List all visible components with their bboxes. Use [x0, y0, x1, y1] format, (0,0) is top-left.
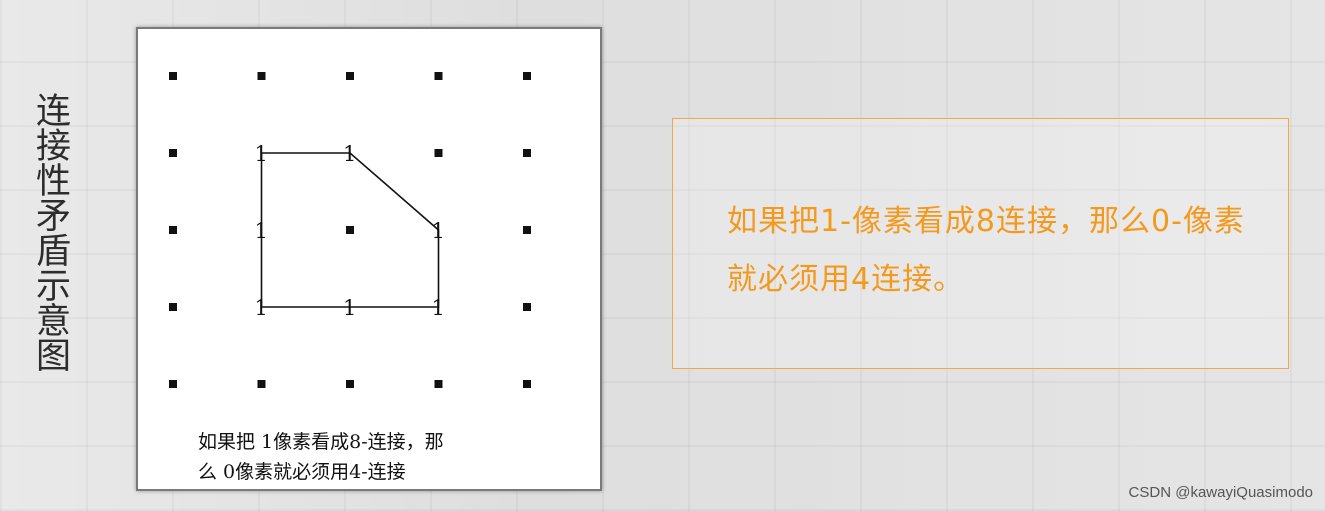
callout-text: 如果把1-像素看成8连接，那么0-像素就必须用4连接。 — [727, 204, 1245, 297]
zero-pixel-dot — [346, 226, 354, 234]
zero-pixel-dot — [257, 72, 266, 80]
watermark: CSDN @kawayiQuasimodo — [1128, 484, 1313, 501]
one-pixel-label: 1 — [343, 296, 356, 320]
diagram-figure: 1 1 1 1 1 1 1 如果把 1像素看成8-连接，那 么 0像素就必须用4-连接 — [136, 27, 602, 491]
zero-pixel-dot — [346, 72, 354, 80]
region-outline — [260, 152, 440, 308]
zero-pixel-dot — [434, 149, 443, 157]
one-pixel-label: 1 — [432, 296, 445, 320]
zero-pixel-dot — [169, 226, 177, 234]
caption-line-2: 么 0像素就必须用4-连接 — [198, 461, 406, 483]
zero-pixel-dot — [434, 380, 443, 388]
zero-pixel-dot — [523, 380, 531, 388]
caption-line-1: 如果把 1像素看成8-连接，那 — [198, 431, 444, 453]
zero-pixel-dot — [523, 72, 531, 80]
zero-pixel-dot — [257, 380, 266, 388]
pixel-grid-diagram: 1 1 1 1 1 1 1 — [169, 72, 531, 388]
one-pixel-label: 1 — [255, 142, 268, 166]
zero-pixel-dot — [523, 303, 531, 311]
callout-box: 如果把1-像素看成8连接，那么0-像素就必须用4连接。 — [672, 118, 1289, 369]
zero-pixel-dot — [434, 72, 443, 80]
zero-pixel-dot — [346, 380, 354, 388]
zero-pixel-dot — [523, 149, 531, 157]
one-pixel-label: 1 — [255, 219, 268, 243]
vertical-slide-title: 连接性矛盾示意图 — [30, 92, 70, 372]
one-pixel-label: 1 — [432, 219, 445, 243]
zero-pixel-dot — [169, 303, 177, 311]
zero-pixel-dot — [169, 72, 177, 80]
zero-pixel-dot — [523, 226, 531, 234]
one-pixel-label: 1 — [255, 296, 268, 320]
one-pixel-label: 1 — [343, 142, 356, 166]
zero-pixel-dot — [169, 380, 177, 388]
zero-pixel-dot — [169, 149, 177, 157]
figure-caption: 如果把 1像素看成8-连接，那 么 0像素就必须用4-连接 — [198, 427, 444, 487]
